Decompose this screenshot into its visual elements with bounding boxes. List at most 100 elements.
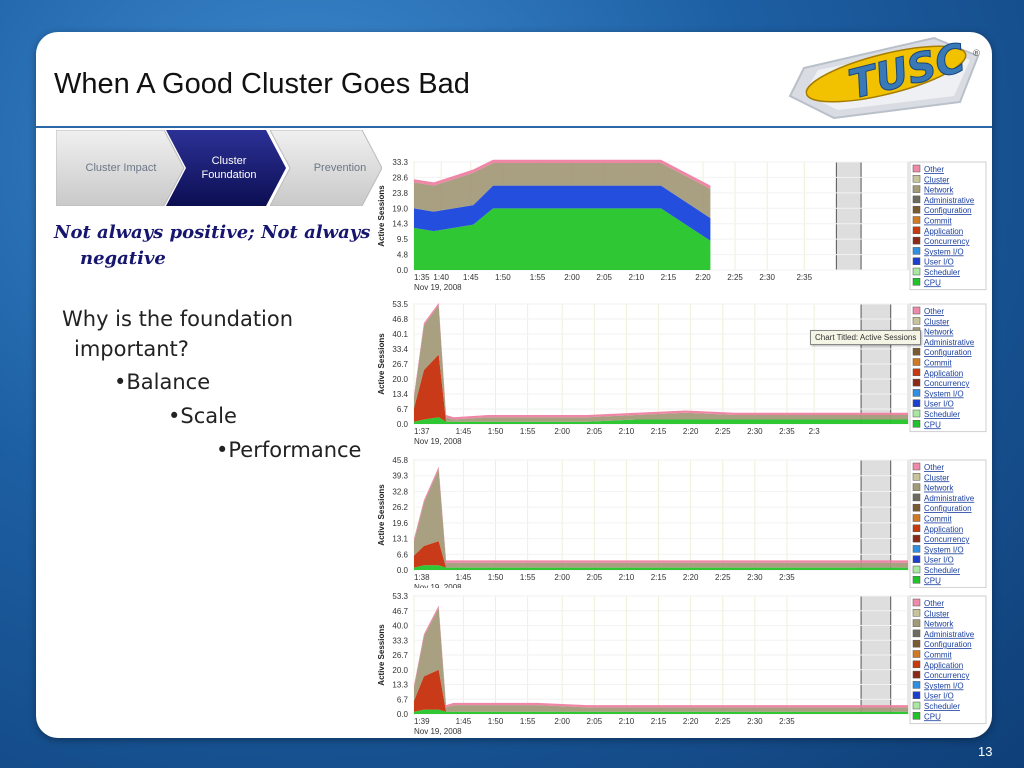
x-tick-label: 2:00 <box>564 273 580 282</box>
x-tick-label: 2:15 <box>651 573 667 582</box>
x-tick-label: 2:30 <box>747 717 763 726</box>
tab-prevention[interactable]: Prevention <box>270 130 382 206</box>
legend-swatch <box>912 565 921 574</box>
y-tick-label: 23.8 <box>392 189 408 198</box>
tab-label: Prevention <box>313 162 367 174</box>
y-tick-label: 14.3 <box>392 220 408 229</box>
tusc-logo: TUSC ® <box>788 35 981 120</box>
y-tick-label: 19.6 <box>392 519 408 528</box>
x-tick-label: 1:55 <box>530 273 546 282</box>
legend-item-label: Cluster <box>924 175 950 184</box>
bullet-why-foundation: Why is the foundation important? <box>62 307 294 361</box>
series-area-cpu <box>414 709 908 714</box>
y-tick-label: 53.5 <box>392 300 408 309</box>
y-tick-label: 13.3 <box>392 681 408 690</box>
series-area-user-i-o <box>414 185 711 241</box>
legend-swatch <box>912 267 921 276</box>
legend-item-label: Scheduler <box>924 410 960 419</box>
legend-item-label: System I/O <box>924 681 964 690</box>
y-tick-label: 0.0 <box>397 420 409 429</box>
x-tick-label: 1:40 <box>433 273 449 282</box>
x-tick-label: 1:39 <box>414 717 430 726</box>
x-tick-label: 1:45 <box>456 427 472 436</box>
legend-swatch <box>912 473 921 481</box>
y-tick-label: 39.3 <box>392 472 408 481</box>
legend-item-label: Concurrency <box>924 535 969 544</box>
x-tick-label: 2:20 <box>683 427 699 436</box>
series-area-cluster <box>414 162 711 219</box>
page-number: 13 <box>978 744 993 759</box>
x-tick-label: 1:38 <box>414 573 430 582</box>
date-label: Nov 19, 2008 <box>414 727 462 736</box>
legend-item-label: Commit <box>924 217 952 226</box>
date-label: Nov 19, 2008 <box>414 437 462 446</box>
legend-swatch <box>912 378 921 387</box>
legend-swatch <box>912 670 921 679</box>
legend-item-label: Cluster <box>924 473 950 482</box>
bullet-balance: •Balance <box>114 370 211 394</box>
legend-item-label: Application <box>924 227 963 236</box>
y-tick-label: 13.1 <box>392 535 408 544</box>
legend-swatch <box>912 195 921 204</box>
series-area-cpu <box>414 565 908 570</box>
y-tick-label: 32.8 <box>392 487 408 496</box>
y-tick-label: 53.3 <box>392 592 408 601</box>
legend-item-label: Application <box>924 369 963 378</box>
legend-swatch <box>912 226 921 235</box>
legend-item-label: Other <box>924 165 944 174</box>
legend-swatch <box>912 493 921 502</box>
y-tick-label: 0.0 <box>397 710 409 719</box>
x-tick-label: 2:00 <box>554 427 570 436</box>
legend-item-label: Administrative <box>924 338 975 347</box>
legend-swatch <box>912 306 921 315</box>
legend-swatch <box>912 205 921 214</box>
y-axis-label: Active Sessions <box>377 333 386 395</box>
y-tick-label: 33.3 <box>392 636 408 645</box>
x-tick-label: 1:45 <box>456 573 472 582</box>
legend-swatch <box>912 650 921 658</box>
legend-box <box>909 303 987 433</box>
x-tick-label: 2:05 <box>587 427 603 436</box>
y-tick-label: 6.7 <box>397 405 409 414</box>
legend-swatch <box>912 503 921 512</box>
legend-item-label: Network <box>924 484 954 493</box>
active-sessions-chart-2: 53.5 46.8 40.1 33.4 26.7 20.0 13.4 6.7 0.0 Active… <box>377 300 987 446</box>
y-tick-label: 9.5 <box>397 235 409 244</box>
x-tick-label: 2:05 <box>587 573 603 582</box>
legend-swatch <box>912 514 921 522</box>
x-tick-label: 2:00 <box>554 717 570 726</box>
y-tick-label: 6.7 <box>397 695 409 704</box>
legend-item-label: Scheduler <box>924 566 960 575</box>
y-tick-label: 13.4 <box>392 390 408 399</box>
title-divider <box>36 126 992 128</box>
series-area-cpu <box>414 417 908 424</box>
series-area-cpu <box>414 208 711 270</box>
legend-item-label: Application <box>924 661 963 670</box>
selection-band <box>860 459 892 571</box>
x-tick-label: 2:3 <box>809 427 821 436</box>
tab-cluster-impact[interactable]: Cluster Impact <box>56 130 186 206</box>
y-tick-label: 19.0 <box>392 204 408 213</box>
x-tick-label: 2:25 <box>715 573 731 582</box>
y-tick-label: 20.0 <box>392 375 408 384</box>
svg-text:®: ® <box>972 49 981 59</box>
y-tick-label: 0.0 <box>397 566 409 575</box>
y-tick-label: 0.0 <box>397 266 409 275</box>
x-tick-label: 2:10 <box>619 717 635 726</box>
selection-band <box>835 161 862 271</box>
x-tick-label: 2:15 <box>651 717 667 726</box>
y-tick-label: 26.7 <box>392 360 408 369</box>
tab-cluster-foundation[interactable]: Cluster Foundation <box>166 130 286 206</box>
legend-item-label: System I/O <box>924 389 964 398</box>
legend-item-label: CPU <box>924 576 941 585</box>
legend-item-label: Administrative <box>924 494 975 503</box>
legend-box <box>909 161 987 291</box>
legend-swatch <box>912 399 921 407</box>
y-tick-label: 20.0 <box>392 666 408 675</box>
y-axis-label: Active Sessions <box>377 484 386 546</box>
x-tick-label: 2:30 <box>747 427 763 436</box>
x-tick-label: 1:55 <box>520 427 536 436</box>
y-axis-label: Active Sessions <box>377 624 386 686</box>
legend-item-label: Configuration <box>924 504 972 513</box>
x-tick-label: 1:55 <box>520 717 536 726</box>
